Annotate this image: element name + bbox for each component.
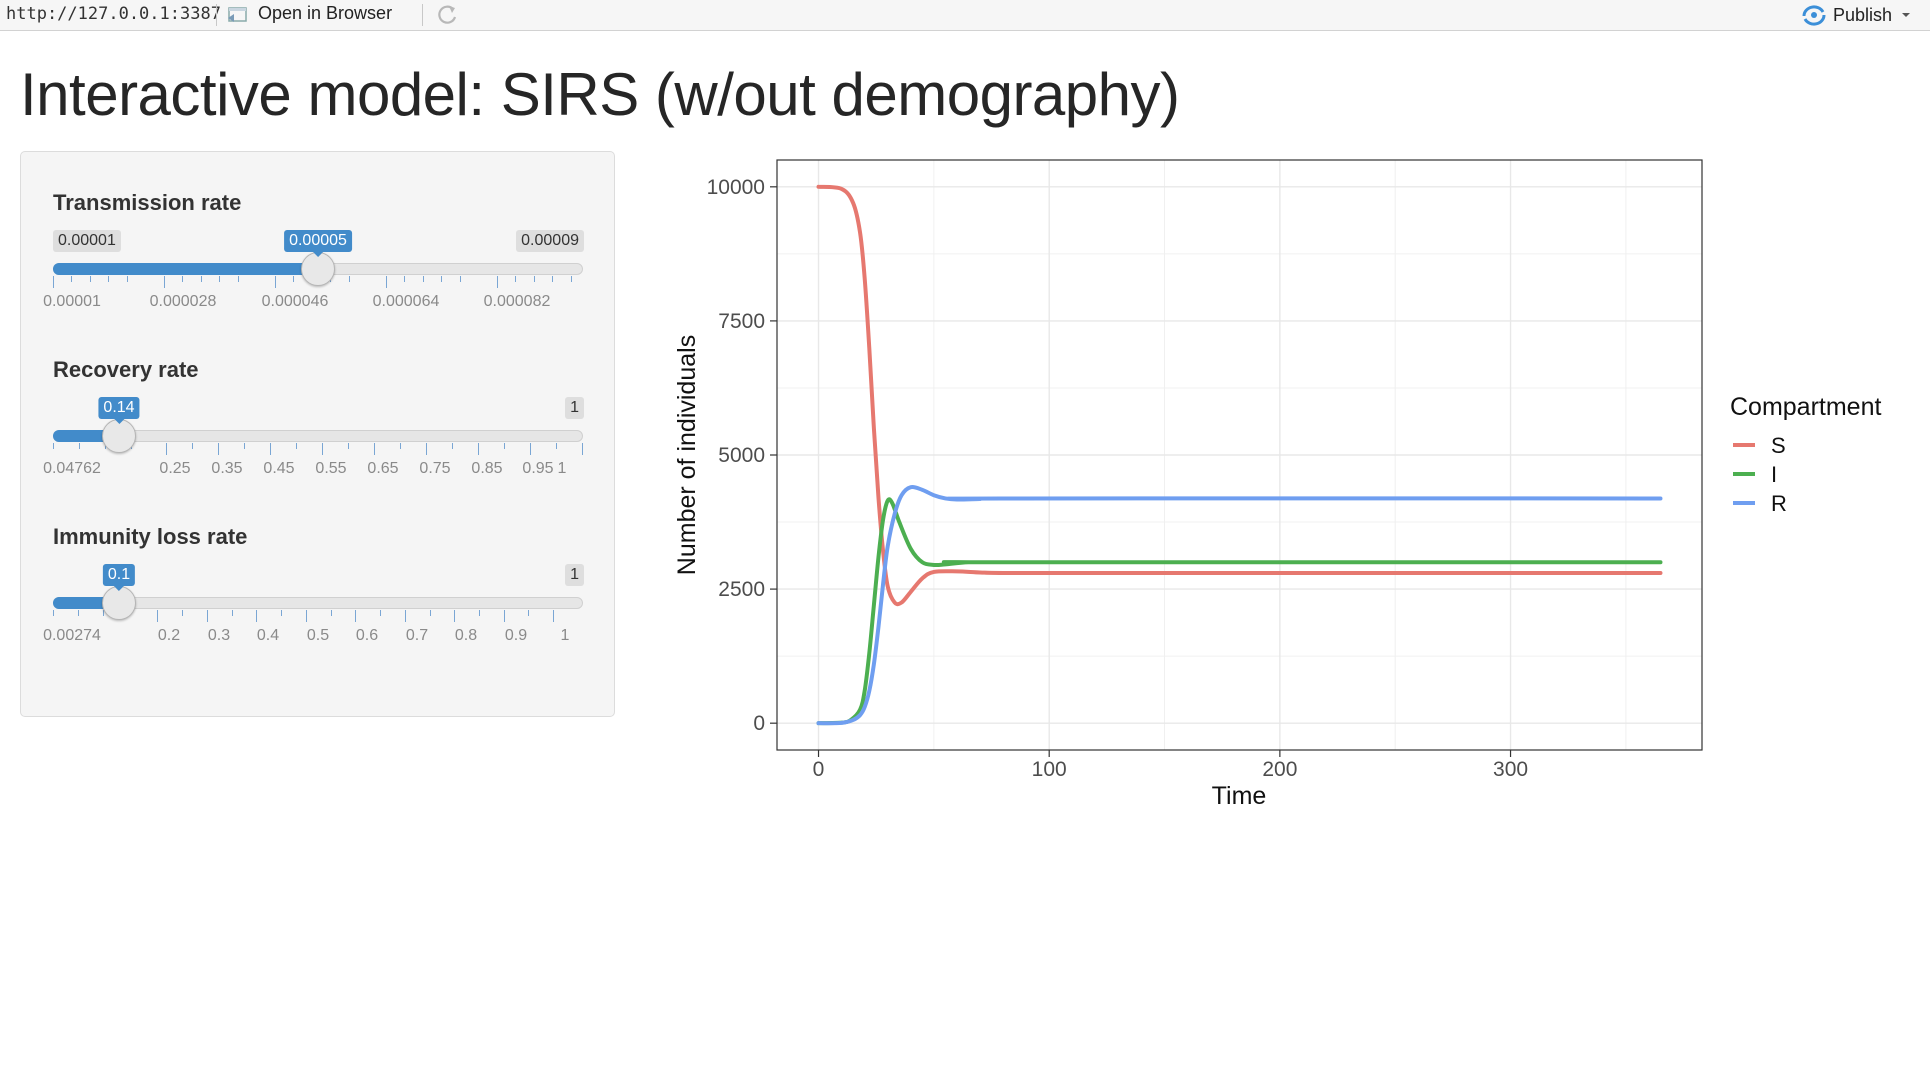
tick-label: 0.00001: [43, 293, 101, 310]
x-tick-label: 300: [1493, 758, 1528, 781]
open-in-browser-label: Open in Browser: [258, 3, 393, 23]
slider-handle[interactable]: [301, 252, 335, 286]
publish-button[interactable]: Publish: [1801, 3, 1914, 27]
immunity-loss-rate-slider[interactable]: Immunity loss rate 1 0.00274 0.2 0.3 0.4…: [21, 524, 616, 674]
slider-fill: [53, 263, 318, 275]
y-tick-label: 2500: [718, 578, 765, 601]
slider-value-badge: 0.14: [98, 397, 140, 424]
tick-label: 0.04762: [43, 460, 101, 477]
y-tick-label: 5000: [718, 444, 765, 467]
tick-label: 0.000082: [483, 293, 551, 310]
publish-icon: [1802, 5, 1826, 26]
tick-label: 0.000046: [261, 293, 329, 310]
slider-max-badge: 1: [565, 397, 584, 419]
series-line-s: [816, 184, 1663, 607]
tick-label: 0.95: [522, 460, 554, 477]
open-in-browser-button[interactable]: Open in Browser: [226, 3, 392, 24]
tick-label: 0.55: [315, 460, 347, 477]
legend-title: Compartment: [1730, 393, 1881, 421]
y-tick-label: 0: [753, 712, 765, 735]
tick-label: 0.2: [157, 627, 181, 644]
chevron-down-icon[interactable]: [1898, 8, 1914, 22]
tick-label: 0.6: [355, 627, 379, 644]
slider-handle[interactable]: [102, 419, 136, 453]
series-line-r: [816, 484, 1663, 726]
tick-label: 0.00274: [43, 627, 101, 644]
x-axis-title: Time: [1212, 782, 1267, 810]
legend-label: S: [1771, 433, 1786, 458]
slider-value-badge: 0.1: [102, 564, 136, 591]
tick-label: 0.3: [207, 627, 231, 644]
slider-label: Transmission rate: [53, 190, 242, 215]
x-tick-label: 100: [1032, 758, 1067, 781]
tick-label: 0.000064: [372, 293, 440, 310]
y-tick-label: 7500: [718, 310, 765, 333]
toolbar-separator: [216, 4, 217, 26]
input-panel: Transmission rate 0.00001 0.00009 0.0000…: [20, 151, 615, 717]
legend-label: R: [1771, 491, 1787, 516]
x-tick-label: 200: [1262, 758, 1297, 781]
transmission-rate-slider[interactable]: Transmission rate 0.00001 0.00009 0.0000…: [21, 190, 616, 340]
slider-value-badge: 0.00005: [284, 230, 352, 257]
tick-label: 1: [557, 460, 567, 477]
tick-label: 0.000028: [149, 293, 217, 310]
tick-label: 0.75: [419, 460, 451, 477]
tick-label: 0.65: [367, 460, 399, 477]
y-tick-label: 10000: [707, 176, 765, 199]
plot-series: [816, 184, 1663, 726]
slider-label: Recovery rate: [53, 357, 199, 382]
refresh-icon: [438, 5, 457, 24]
tick-label: 0.9: [504, 627, 528, 644]
viewer-toolbar: http://127.0.0.1:3387 Open in Browser Pu…: [0, 0, 1930, 31]
page-title: Interactive model: SIRS (w/out demograph…: [20, 61, 1180, 128]
slider-handle[interactable]: [102, 586, 136, 620]
legend: Compartment SIR: [1730, 393, 1881, 516]
tick-label: 0.35: [211, 460, 243, 477]
tick-label: 1: [560, 627, 570, 644]
tick-label: 0.4: [256, 627, 280, 644]
tick-label: 0.5: [306, 627, 330, 644]
tick-label: 0.25: [159, 460, 191, 477]
tick-label: 0.7: [405, 627, 429, 644]
plot-panel-border: [776, 159, 1703, 751]
publish-label: Publish: [1832, 4, 1892, 25]
url-text: http://127.0.0.1:3387: [6, 4, 221, 24]
tick-label: 0.85: [471, 460, 503, 477]
x-tick-label: 0: [813, 758, 825, 781]
slider-label: Immunity loss rate: [53, 524, 248, 549]
plot-axes: 0 100 200 300 0 2500 5000 7500 10000: [707, 176, 1528, 781]
y-axis-title: Number of individuals: [673, 335, 701, 575]
refresh-button[interactable]: [434, 3, 460, 32]
plot-grid: [777, 160, 1702, 750]
series-line-i: [816, 497, 1663, 726]
slider-max-badge: 0.00009: [516, 230, 584, 252]
recovery-rate-slider[interactable]: Recovery rate 1 0.04762 0.25 0.35 0.45 0…: [21, 357, 616, 507]
legend-label: I: [1771, 462, 1777, 487]
toolbar-separator: [422, 4, 423, 26]
tick-label: 0.45: [263, 460, 295, 477]
tick-label: 0.8: [454, 627, 478, 644]
slider-min-badge: 0.00001: [53, 230, 121, 252]
browser-icon: [228, 6, 247, 22]
slider-max-badge: 1: [565, 564, 584, 586]
